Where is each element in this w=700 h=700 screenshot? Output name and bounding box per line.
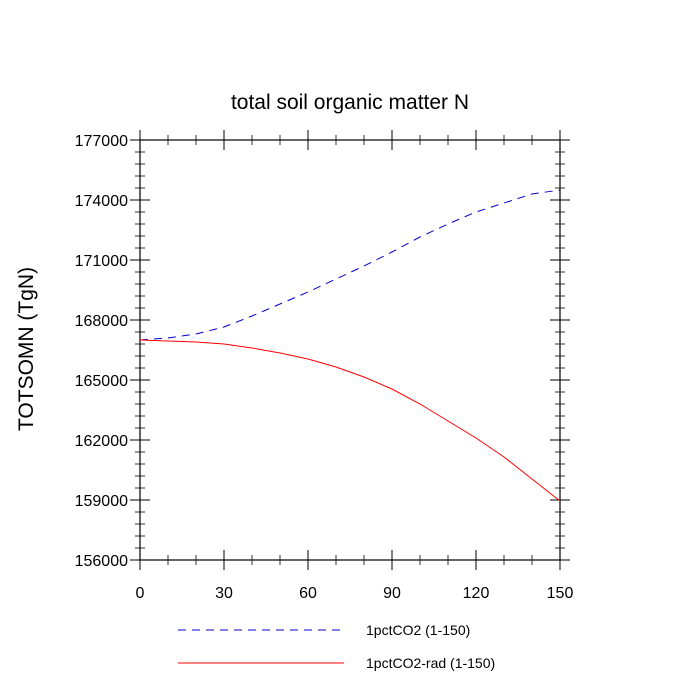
- y-tick-label: 171000: [75, 253, 128, 270]
- x-tick-label: 90: [383, 585, 401, 602]
- x-tick-label: 0: [136, 585, 145, 602]
- y-tick-labels: 156000 159000 162000 165000 168000 171000 1740…: [75, 133, 128, 570]
- legend: 1pctCO2 (1-150) 1pctCO2-rad (1-150): [178, 622, 495, 671]
- chart-title: total soil organic matter N: [231, 91, 469, 114]
- axis-ticks: [130, 130, 570, 570]
- series-line-1: [139, 189, 561, 341]
- x-tick-label: 120: [463, 585, 490, 602]
- x-tick-label: 30: [215, 585, 233, 602]
- y-tick-label: 165000: [75, 373, 128, 390]
- y-tick-label: 162000: [75, 433, 128, 450]
- y-tick-label: 168000: [75, 313, 128, 330]
- plot-frame: [139, 139, 561, 561]
- y-tick-label: 156000: [75, 553, 128, 570]
- x-tick-label: 60: [299, 585, 317, 602]
- x-tick-label: 150: [547, 585, 574, 602]
- x-tick-labels: 0 30 60 90 120 150: [136, 585, 574, 602]
- y-tick-label: 174000: [75, 193, 128, 210]
- series-line-2: [139, 339, 561, 502]
- legend-label-2: 1pctCO2-rad (1-150): [366, 655, 495, 671]
- y-axis-label: TOTSOMN (TgN): [15, 267, 38, 431]
- y-tick-label: 159000: [75, 493, 128, 510]
- y-tick-label: 177000: [75, 133, 128, 150]
- series-layer: [139, 189, 561, 502]
- legend-label-1: 1pctCO2 (1-150): [366, 622, 470, 638]
